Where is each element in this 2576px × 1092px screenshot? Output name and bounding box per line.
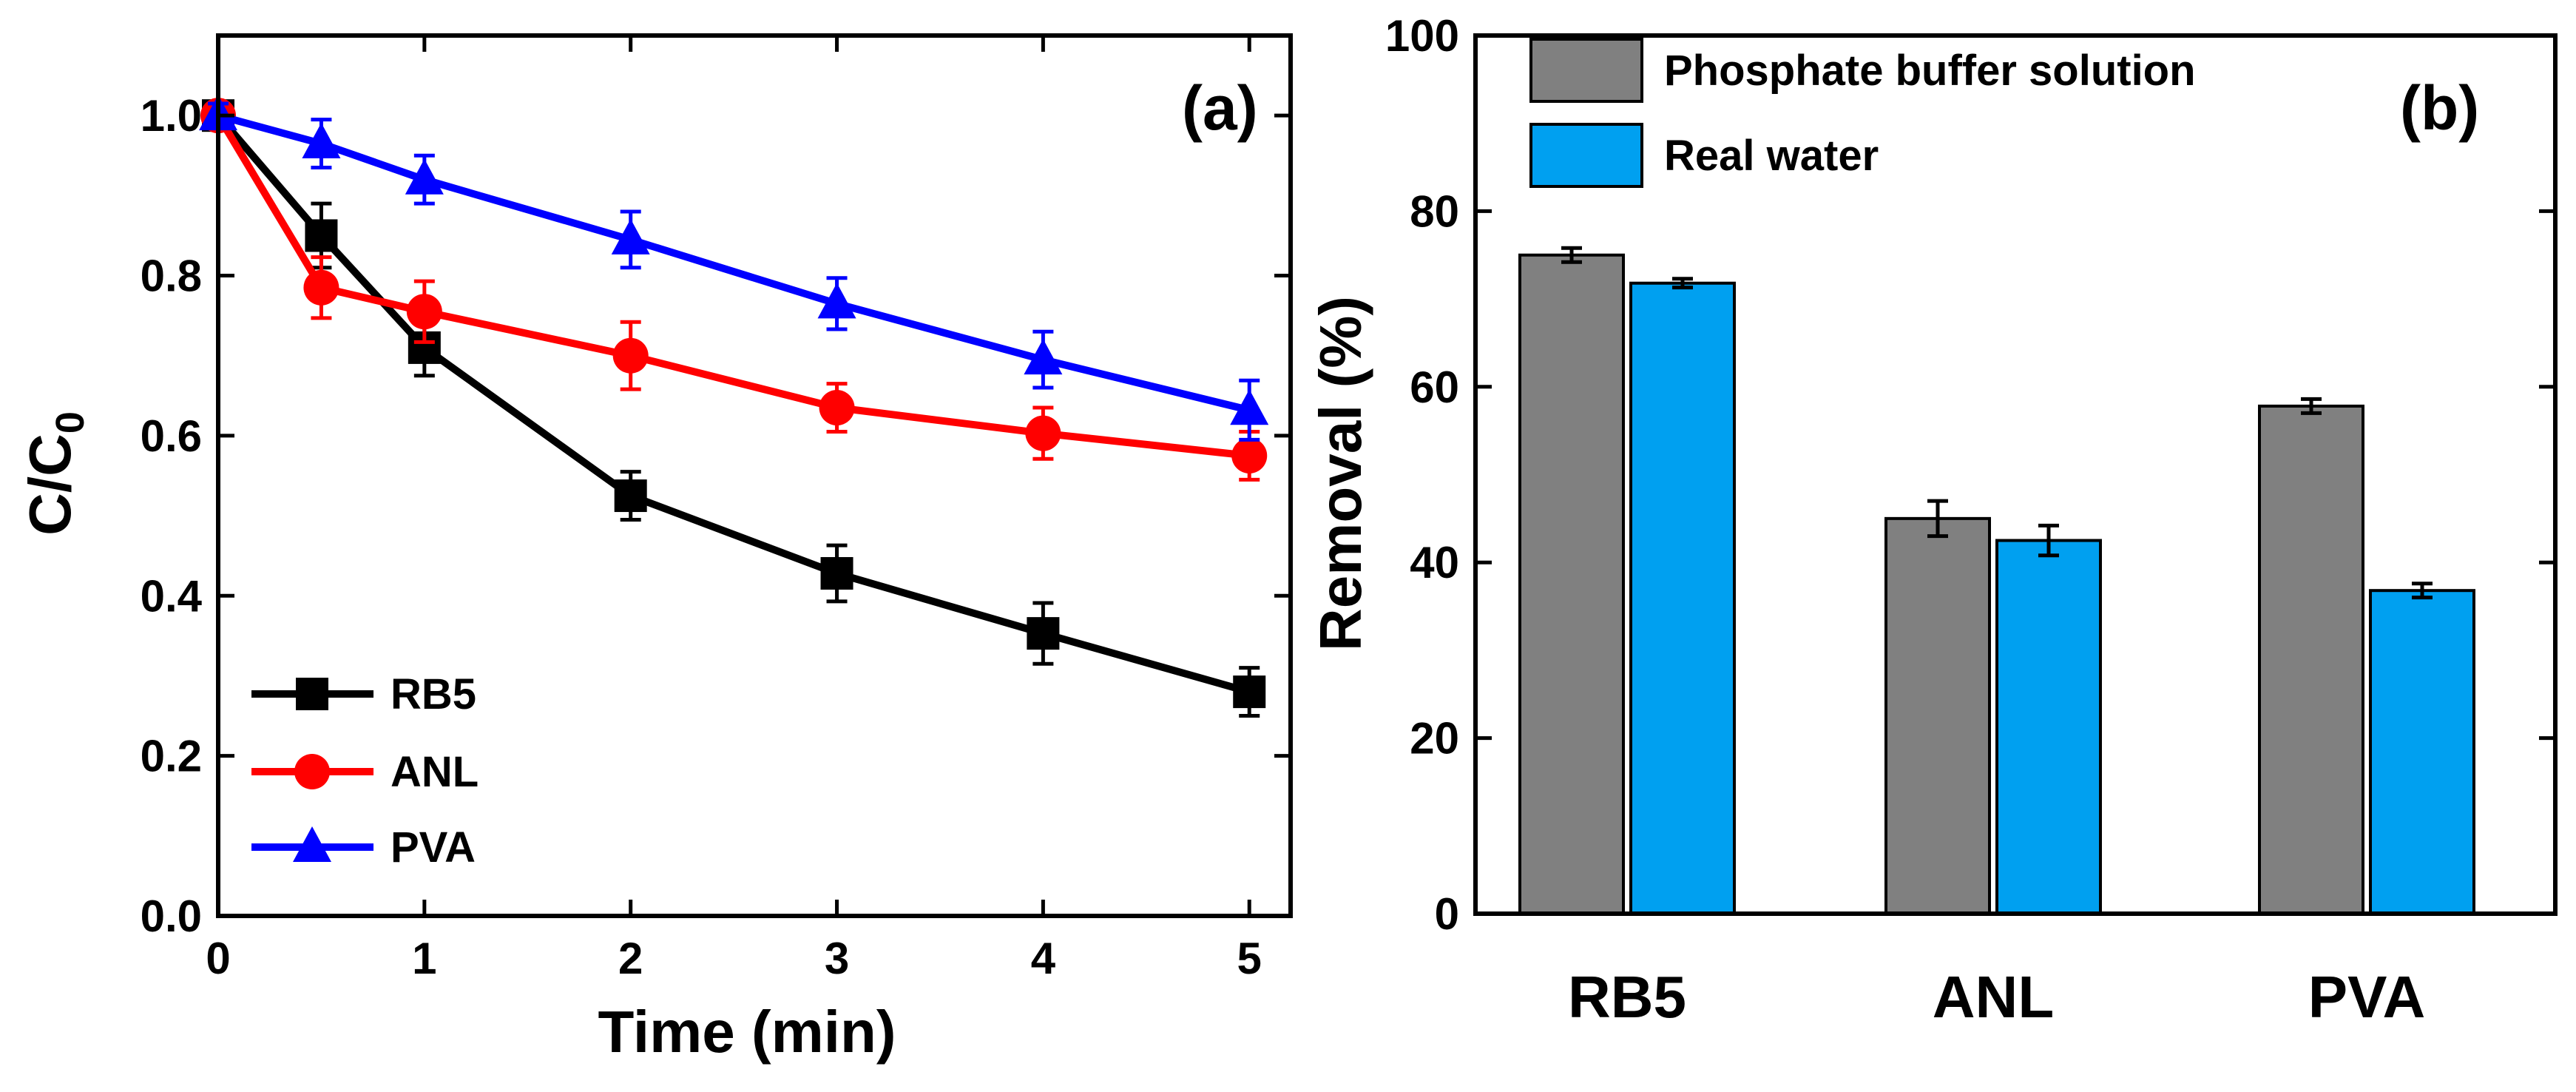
data-point-pva (1024, 339, 1063, 375)
legend-label-anl: ANL (391, 748, 479, 796)
legend-label-pva: PVA (391, 823, 476, 872)
category-label-anl: ANL (1933, 964, 2054, 1030)
series-line-pva (217, 112, 1251, 414)
legend-swatch-real-water (1529, 123, 1643, 188)
y-tick-label: 0.8 (141, 252, 202, 301)
bar-pva-real-water (2369, 589, 2475, 916)
data-point-anl (303, 269, 339, 306)
y-tick-label: 1.0 (141, 91, 202, 141)
data-point-anl (406, 294, 442, 330)
series-line-rb5 (215, 112, 1251, 695)
panel-b-frame (1473, 33, 2558, 916)
series-line-anl (214, 113, 1250, 459)
data-point-rb5 (1233, 675, 1266, 709)
legend-label-rb5: RB5 (391, 670, 476, 718)
series-pva (199, 95, 1269, 442)
category-label-pva: PVA (2308, 964, 2426, 1030)
legend-marker-rb5 (296, 678, 328, 710)
data-point-pva (302, 123, 341, 159)
panel-b-label: (b) (2400, 73, 2479, 143)
legend-marker-anl (294, 754, 330, 789)
y-tick-label: 80 (1410, 186, 1459, 236)
data-point-rb5 (1027, 617, 1060, 650)
x-tick-label: 0 (206, 934, 230, 983)
panel-b-bar-chart: RB5 ANL PVA 0 20 40 60 80 100 Removal (%) (b) Ph… (1308, 11, 2558, 1030)
legend-label-real-water: Real water (1664, 132, 1879, 180)
legend-swatch-phosphate (1529, 38, 1643, 103)
x-tick-label: 4 (1031, 934, 1056, 983)
series-anl (200, 98, 1268, 482)
x-tick-label: 1 (412, 934, 436, 983)
y-tick-label: 20 (1410, 714, 1459, 764)
data-point-pva (611, 218, 650, 255)
panel-a-frame (216, 33, 1293, 918)
legend-marker-pva (293, 826, 331, 862)
x-tick-label: 3 (825, 934, 849, 983)
bar-rb5-phosphate (1518, 253, 1625, 915)
data-point-anl (819, 390, 855, 426)
data-point-anl (612, 337, 649, 374)
y-tick-label: 0.0 (141, 892, 202, 941)
y-tick-label: 0.4 (141, 571, 203, 621)
y-tick-label: 0.6 (141, 411, 202, 461)
data-point-rb5 (305, 219, 338, 252)
bar-anl-real-water (1995, 539, 2102, 916)
y-tick-label: 40 (1410, 538, 1459, 587)
x-tick-label: 5 (1237, 934, 1262, 983)
panel-b-legend: Phosphate buffer solution Real water (1529, 38, 2196, 188)
panel-a-line-chart: 0 1 2 3 4 50.00.20.40.60.81.0 C/C0 Time (min)… (17, 33, 1293, 1065)
data-point-anl (1231, 437, 1268, 473)
panel-a-xlabel: Time (min) (598, 999, 896, 1065)
bar-anl-phosphate (1884, 516, 1991, 915)
panel-b-ylabel: Removal (%) (1308, 296, 1373, 651)
panel-a-ylabel: C/C0 (17, 411, 92, 536)
y-tick-label: 100 (1385, 11, 1459, 61)
category-label-rb5: RB5 (1568, 964, 1686, 1030)
x-tick-label: 2 (618, 934, 643, 983)
data-point-pva (1230, 389, 1269, 425)
data-point-pva (817, 283, 856, 319)
panel-a-label: (a) (1182, 73, 1258, 143)
data-point-anl (1025, 415, 1061, 451)
data-point-rb5 (820, 556, 853, 590)
panel-a-legend: RB5 ANL PVA (251, 670, 479, 872)
data-point-rb5 (614, 479, 647, 513)
legend-label-phosphate: Phosphate buffer solution (1664, 47, 2196, 95)
y-tick-label: 0.2 (141, 732, 202, 781)
bar-pva-phosphate (2258, 404, 2364, 915)
panel-a-ylabel-sub: 0 (48, 411, 92, 434)
y-tick-label: 60 (1410, 363, 1459, 412)
data-point-pva (405, 158, 444, 195)
bar-rb5-real-water (1629, 281, 1736, 915)
y-tick-label: 0 (1435, 889, 1459, 939)
series-rb5 (202, 99, 1266, 718)
panel-a-ylabel-main: C/C (17, 434, 83, 536)
